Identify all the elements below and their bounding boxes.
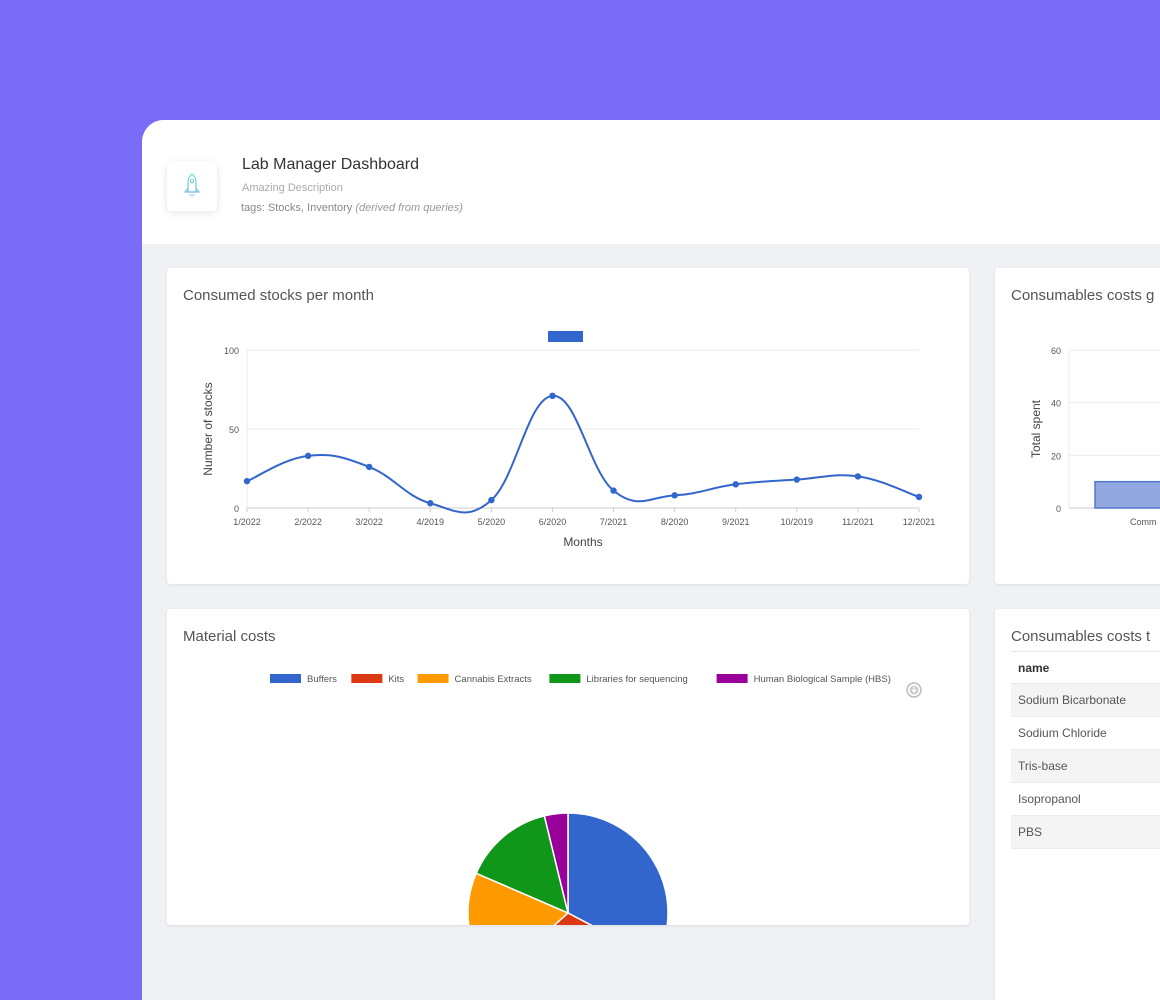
table-header-name[interactable]: name: [1011, 651, 1160, 684]
consumed-stocks-card: Consumed stocks per month 0 50 100 1/2022 2/…: [167, 268, 969, 584]
data-point[interactable]: [304, 452, 312, 460]
dashboard-window: Lab Manager Dashboard Amazing Descriptio…: [142, 120, 1160, 1000]
pie-slice[interactable]: [467, 872, 570, 925]
data-point[interactable]: [915, 493, 923, 501]
legend-swatch[interactable]: [716, 674, 748, 683]
x-tick-label: 1/2022: [233, 517, 261, 527]
y-tick-label: 0: [234, 504, 239, 514]
consumables-costs-bar-chart[interactable]: 0 20 40 60 Total spent Comm: [995, 268, 1160, 584]
legend-swatch[interactable]: [351, 674, 383, 683]
legend-swatch[interactable]: [549, 674, 581, 683]
material-costs-card: Material costs Buffers Kits Cannabis Extra…: [167, 609, 969, 925]
card-title: Consumables costs g: [1011, 287, 1155, 304]
y-tick-label: 60: [1051, 346, 1061, 356]
x-tick-label: 9/2021: [722, 517, 750, 527]
legend-label[interactable]: Human Biological Sample (HBS): [754, 674, 891, 685]
y-axis-label: Total spent: [1029, 399, 1043, 458]
pie-slice[interactable]: [493, 912, 656, 925]
y-axis-label: Number of stocks: [201, 382, 215, 475]
y-tick-label: 40: [1051, 399, 1061, 409]
consumed-stocks-line-chart[interactable]: 0 50 100 1/2022 2/2022 3/2022 4/2019 5/2020 6/20…: [167, 268, 969, 584]
page-title: Lab Manager Dashboard: [242, 156, 420, 173]
table-row[interactable]: Isopropanol: [1011, 783, 1160, 816]
card-title: Consumed stocks per month: [183, 287, 374, 304]
legend-label[interactable]: Cannabis Extracts: [455, 674, 532, 685]
pie-slice[interactable]: [543, 812, 569, 914]
tags-note: (derived from queries): [355, 202, 463, 214]
table-row[interactable]: Tris-base: [1011, 750, 1160, 783]
y-tick-label: 20: [1051, 451, 1061, 461]
x-tick-label: 12/2021: [903, 517, 936, 527]
x-tick-label: 4/2019: [417, 517, 445, 527]
x-tick-label: 8/2020: [661, 517, 689, 527]
data-point[interactable]: [732, 481, 739, 488]
table-row[interactable]: PBS: [1011, 816, 1160, 849]
card-title: Consumables costs t: [1011, 628, 1151, 645]
data-point[interactable]: [671, 492, 678, 499]
y-tick-label: 50: [229, 425, 239, 435]
card-title: Material costs: [183, 628, 276, 645]
data-point[interactable]: [488, 496, 495, 504]
tags-text: tags: Stocks, Inventory: [241, 202, 356, 214]
x-tick-label: 10/2019: [781, 517, 814, 527]
legend-swatch: [548, 331, 583, 342]
consumables-costs-graph-card: Consumables costs g 0 20 40 60 Total spent Co…: [995, 268, 1160, 584]
download-icon[interactable]: [905, 681, 923, 699]
data-point[interactable]: [365, 463, 373, 471]
bar[interactable]: [1094, 480, 1160, 509]
table-row[interactable]: Sodium Chloride: [1011, 717, 1160, 750]
legend-label[interactable]: Libraries for sequencing: [586, 674, 687, 685]
data-point[interactable]: [243, 477, 251, 485]
material-costs-pie-chart[interactable]: Buffers Kits Cannabis Extracts Libraries fo…: [167, 609, 969, 925]
x-tick-label: 5/2020: [478, 517, 506, 527]
x-tick-label: 7/2021: [600, 517, 628, 527]
x-tick-label: 6/2020: [539, 517, 567, 527]
consumables-costs-table-card: Consumables costs t name Sodium Bicarbon…: [995, 609, 1160, 1000]
legend-label[interactable]: Buffers: [307, 674, 337, 685]
x-tick-label: Comm: [1130, 517, 1157, 527]
legend-swatch[interactable]: [417, 674, 449, 683]
y-tick-label: 0: [1056, 504, 1061, 514]
data-point[interactable]: [549, 392, 556, 400]
x-tick-label: 2/2022: [294, 517, 322, 527]
data-point[interactable]: [427, 500, 434, 507]
rocket-icon: [183, 173, 201, 197]
x-tick-label: 3/2022: [355, 517, 383, 527]
data-point[interactable]: [610, 487, 617, 494]
pie-slice[interactable]: [567, 812, 669, 925]
dashboard-header: Lab Manager Dashboard Amazing Descriptio…: [142, 120, 1160, 244]
x-axis-label: Months: [563, 535, 602, 549]
line-series: [246, 394, 920, 514]
legend-swatch[interactable]: [270, 674, 301, 683]
page-tags: tags: Stocks, Inventory (derived from qu…: [241, 202, 463, 214]
legend-label[interactable]: Kits: [388, 674, 404, 685]
pie-slice[interactable]: [475, 814, 570, 915]
table-row[interactable]: Sodium Bicarbonate: [1011, 684, 1160, 717]
y-tick-label: 100: [224, 346, 239, 356]
consumables-table: name Sodium Bicarbonate Sodium Chloride …: [1011, 651, 1160, 849]
x-tick-label: 11/2021: [842, 517, 874, 527]
dashboard-logo: [167, 161, 217, 211]
data-point[interactable]: [793, 476, 801, 483]
data-point[interactable]: [854, 473, 862, 480]
page-description: Amazing Description: [242, 182, 343, 194]
